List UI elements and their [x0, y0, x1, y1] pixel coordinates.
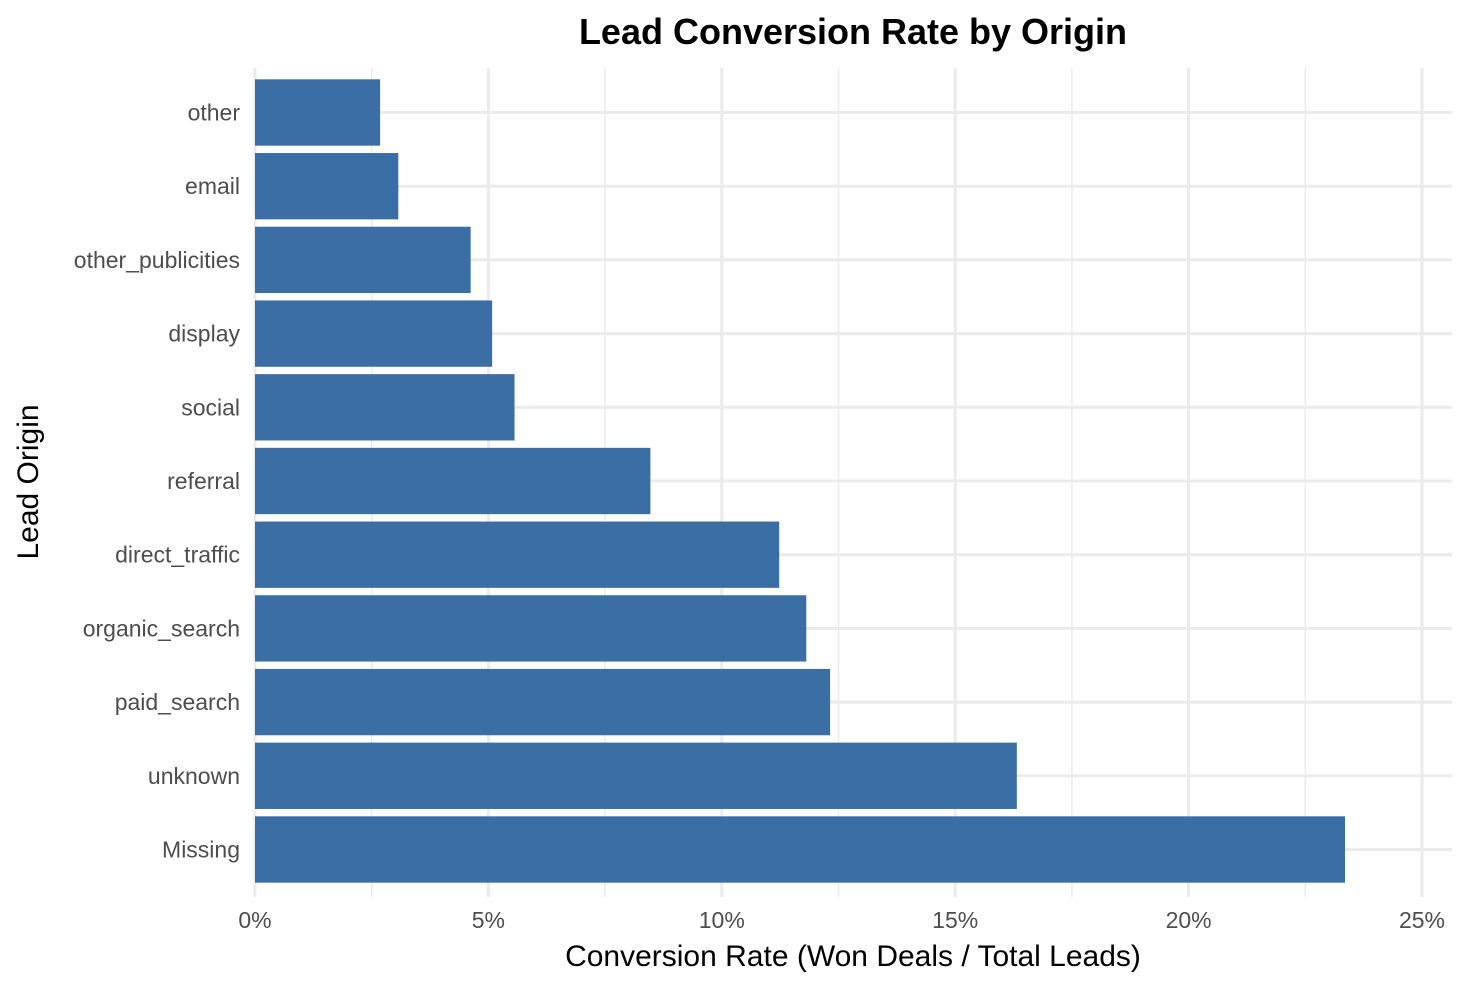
- bar-missing: [255, 816, 1345, 883]
- x-tick-label: 10%: [699, 907, 745, 933]
- bar-social: [255, 374, 515, 441]
- x-tick-label: 20%: [1166, 907, 1212, 933]
- bar-referral: [255, 447, 651, 515]
- x-axis-ticks: 0% 5% 10% 15% 20% 25%: [238, 907, 1445, 933]
- y-tick-label: email: [185, 173, 240, 199]
- bar-unknown: [255, 742, 1017, 809]
- chart-title: Lead Conversion Rate by Origin: [579, 11, 1127, 52]
- y-axis-title: Lead Origin: [12, 404, 45, 559]
- bars-layer: [255, 79, 1345, 883]
- bar-other: [255, 79, 381, 146]
- y-tick-label: direct_traffic: [115, 542, 240, 568]
- bar-display: [255, 300, 493, 367]
- y-tick-label: unknown: [148, 763, 240, 789]
- y-axis-ticks: Missing unknown paid_search organic_search d…: [74, 100, 241, 863]
- y-tick-label: other: [188, 100, 241, 126]
- y-tick-label: referral: [167, 468, 240, 494]
- y-tick-label: paid_search: [115, 689, 240, 715]
- bar-email: [255, 153, 399, 220]
- bar-organic-search: [255, 595, 807, 662]
- x-tick-label: 15%: [932, 907, 978, 933]
- y-tick-label: organic_search: [83, 615, 240, 641]
- bar-paid-search: [255, 668, 831, 736]
- y-tick-label: display: [168, 321, 240, 347]
- y-tick-label: other_publicities: [74, 247, 240, 273]
- x-axis-title: Conversion Rate (Won Deals / Total Leads…: [565, 940, 1141, 973]
- x-tick-label: 25%: [1399, 907, 1445, 933]
- y-tick-label: Missing: [162, 837, 240, 863]
- bar-other-publicities: [255, 226, 471, 294]
- x-tick-label: 5%: [472, 907, 505, 933]
- x-tick-label: 0%: [238, 907, 271, 933]
- bar-direct-traffic: [255, 521, 780, 588]
- y-tick-label: social: [181, 394, 240, 420]
